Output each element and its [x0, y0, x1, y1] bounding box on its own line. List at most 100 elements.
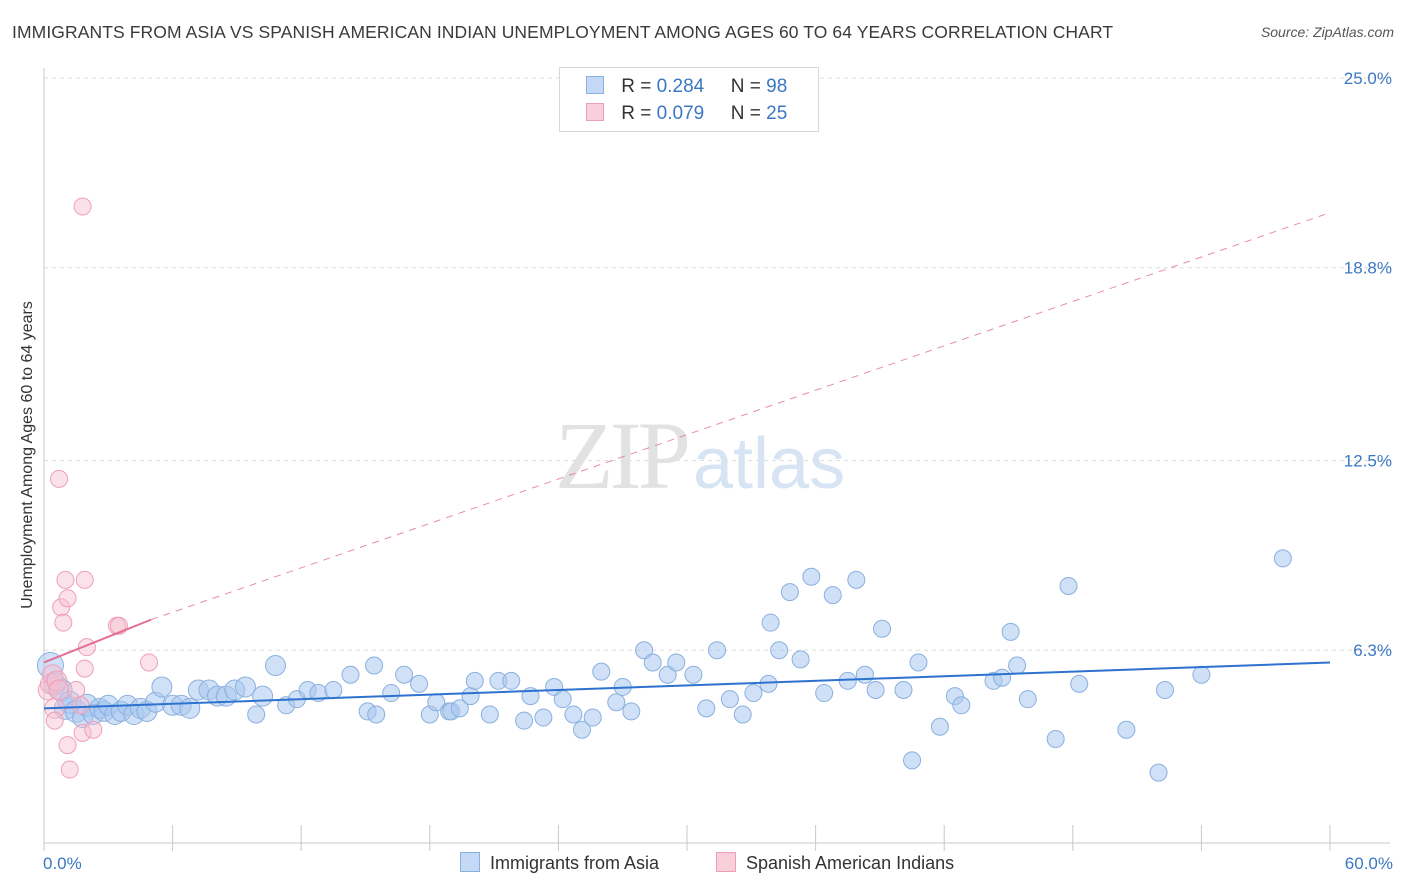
asia-point	[324, 681, 343, 699]
asia-point	[733, 705, 752, 724]
asia-point	[502, 671, 521, 690]
asia-point	[635, 641, 654, 660]
asia-point	[780, 583, 799, 602]
source-label: Source: ZipAtlas.com	[1260, 24, 1394, 40]
spanish-trend-line	[43, 618, 152, 664]
spanish-point	[50, 469, 69, 488]
y-axis-label: Unemployment Among Ages 60 to 64 years	[19, 301, 36, 609]
asia-point	[847, 570, 866, 589]
asia-point	[866, 681, 885, 699]
spanish-point	[71, 696, 90, 715]
asia-point	[1008, 656, 1027, 675]
asia-point	[179, 697, 201, 719]
asia-point	[461, 687, 480, 706]
asia-point	[855, 665, 874, 684]
asia-point	[1001, 622, 1020, 641]
spanish-point	[56, 570, 75, 589]
asia-point	[903, 751, 922, 770]
bottom-legend-label-spanish: Spanish American Indians	[746, 853, 955, 873]
legend-n-value-asia: 98	[766, 76, 788, 97]
bottom-legend-spanish: Spanish American Indians	[716, 852, 954, 874]
asia-point	[252, 685, 274, 707]
spanish-point	[75, 570, 94, 589]
legend-n-label-spanish: N =	[730, 103, 761, 124]
y-tick-label: 6.3%	[1353, 641, 1392, 660]
spanish-point	[45, 711, 64, 730]
spanish-point	[140, 653, 159, 672]
legend-n-label-asia: N =	[730, 76, 761, 97]
asia-point	[151, 676, 173, 698]
legend-r-value-asia: 0.284	[656, 76, 705, 97]
asia-point	[802, 567, 821, 586]
asia-point	[234, 676, 256, 698]
legend-n-value-spanish: 25	[766, 103, 788, 124]
asia-point	[643, 653, 662, 672]
asia-point	[684, 665, 703, 684]
asia-point	[815, 684, 834, 703]
asia-point	[572, 720, 591, 739]
legend-row-spanish: R = 0.079 N = 25	[586, 103, 787, 125]
asia-point	[720, 690, 739, 709]
asia-trend-line	[43, 661, 1331, 710]
spanish-point	[73, 723, 92, 742]
spanish-point	[60, 760, 79, 779]
asia-point	[264, 655, 286, 677]
asia-point	[553, 690, 572, 709]
spanish-point	[48, 679, 70, 701]
spanish-point	[58, 736, 77, 755]
asia-point	[365, 656, 384, 675]
asia-point	[791, 650, 810, 669]
asia-point	[1273, 549, 1292, 568]
spanish-point	[52, 598, 71, 617]
asia-point	[1149, 763, 1168, 782]
spanish-point	[67, 681, 86, 699]
spanish-point	[39, 673, 61, 695]
asia-point	[410, 674, 429, 693]
asia-point	[367, 705, 386, 724]
asia-point	[952, 696, 971, 715]
asia-point	[1070, 674, 1089, 693]
asia-point	[770, 641, 789, 660]
legend-r-label-spanish: R =	[621, 103, 652, 124]
asia-point	[583, 708, 602, 727]
spanish-point	[75, 659, 94, 678]
asia-point	[667, 653, 686, 672]
correlation-legend: R = 0.284 N = 98 R = 0.079 N = 25	[559, 67, 819, 132]
y-tick-label: 12.5%	[1344, 452, 1392, 471]
bottom-legend-swatch-spanish	[716, 852, 736, 872]
bottom-legend-asia: Immigrants from Asia	[460, 852, 659, 874]
asia-point	[564, 705, 583, 724]
asia-point	[622, 702, 641, 721]
asia-point	[592, 662, 611, 681]
asia-point	[1117, 720, 1136, 739]
spanish-point	[84, 720, 103, 739]
asia-point	[247, 705, 266, 724]
asia-point	[658, 665, 677, 684]
asia-point	[993, 668, 1012, 687]
asia-point	[873, 619, 892, 638]
asia-point	[515, 711, 534, 730]
x-tick-label-min: 0.0%	[43, 854, 82, 873]
asia-point	[697, 699, 716, 718]
asia-point	[1018, 690, 1037, 709]
asia-point	[1155, 681, 1174, 699]
asia-point	[534, 708, 553, 727]
y-tick-label: 18.8%	[1344, 259, 1392, 278]
asia-point	[382, 684, 401, 703]
y-tick-label: 25.0%	[1344, 69, 1392, 88]
asia-point	[395, 665, 414, 684]
asia-point	[823, 586, 842, 605]
legend-row-asia: R = 0.284 N = 98	[586, 76, 787, 98]
spanish-point	[58, 589, 77, 608]
asia-point	[1059, 576, 1078, 595]
bottom-legend-swatch-asia	[460, 852, 480, 872]
x-tick-label-max: 60.0%	[1345, 854, 1393, 873]
legend-swatch-asia	[586, 76, 604, 94]
asia-point	[1046, 729, 1065, 748]
asia-point	[761, 613, 780, 632]
asia-point	[341, 665, 360, 684]
asia-point	[759, 674, 778, 693]
spanish-point	[73, 197, 92, 216]
spanish-point	[54, 613, 73, 632]
